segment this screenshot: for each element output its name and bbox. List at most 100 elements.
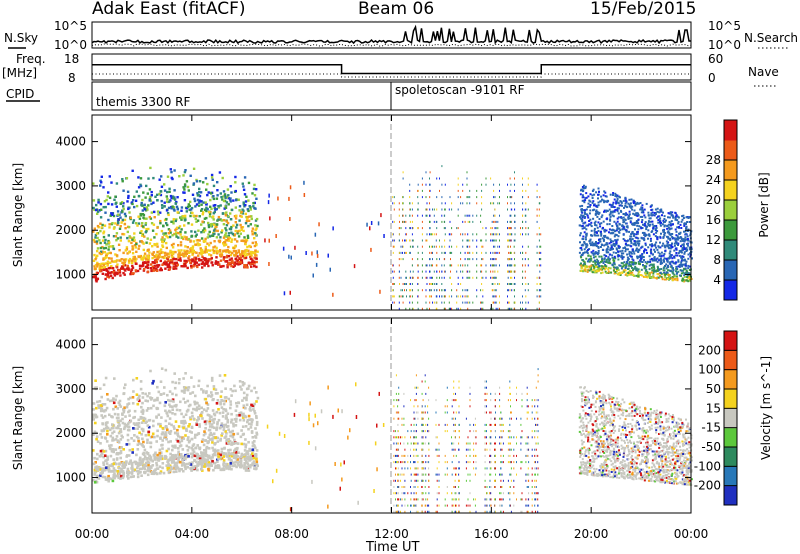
data-cell — [411, 258, 413, 261]
data-cell — [118, 271, 122, 274]
data-cell — [640, 246, 643, 249]
data-cell — [464, 251, 466, 254]
data-cell — [669, 212, 672, 215]
data-cell — [590, 221, 593, 224]
data-cell — [616, 199, 619, 202]
data-cell — [242, 201, 245, 204]
data-cell — [467, 245, 469, 248]
data-cell — [154, 451, 157, 455]
data-cell — [680, 274, 682, 277]
data-cell — [95, 242, 99, 245]
data-cell — [158, 465, 162, 468]
data-cell — [444, 270, 446, 273]
data-cell — [137, 418, 140, 422]
data-cell — [166, 212, 170, 215]
data-cell — [609, 238, 612, 241]
data-cell — [243, 264, 246, 267]
data-cell — [480, 270, 482, 273]
data-cell — [514, 189, 515, 192]
data-cell — [170, 205, 173, 209]
data-cell — [495, 227, 497, 230]
data-cell — [219, 253, 222, 256]
data-cell — [581, 194, 584, 197]
data-cell — [687, 280, 690, 283]
data-cell — [499, 202, 500, 205]
data-cell — [610, 240, 613, 242]
data-cell — [472, 301, 474, 304]
data-cell — [118, 472, 121, 475]
data-cell — [197, 194, 201, 197]
data-cell — [121, 180, 124, 183]
data-cell — [227, 237, 230, 241]
data-cell — [638, 249, 641, 252]
data-cell — [670, 244, 673, 247]
data-cell — [219, 236, 222, 239]
data-cell — [608, 208, 611, 211]
data-cell — [225, 438, 229, 441]
data-cell — [650, 214, 653, 217]
data-cell — [643, 250, 645, 253]
data-cell — [527, 301, 529, 304]
nave-trace — [92, 73, 691, 78]
data-cell — [582, 260, 585, 263]
data-cell — [417, 258, 419, 261]
data-cell — [433, 208, 435, 211]
data-cell — [221, 229, 224, 232]
data-cell — [444, 245, 446, 248]
data-cell — [139, 387, 143, 391]
data-cell — [637, 275, 640, 278]
data-cell — [522, 189, 524, 192]
data-cell — [436, 264, 438, 267]
data-cell — [637, 244, 640, 247]
data-cell — [161, 244, 164, 247]
data-cell — [522, 258, 524, 261]
data-cell — [581, 259, 584, 261]
data-cell — [495, 239, 497, 242]
data-cell — [590, 229, 593, 232]
data-cell — [510, 245, 511, 248]
data-cell — [613, 243, 616, 245]
data-cell — [668, 216, 671, 219]
data-cell — [629, 202, 632, 205]
data-cell — [136, 269, 140, 273]
data-cell — [607, 245, 610, 248]
data-cell — [522, 301, 523, 304]
data-cell — [603, 228, 606, 231]
data-cell — [168, 390, 172, 393]
data-cell — [204, 451, 208, 454]
data-cell — [441, 165, 443, 168]
data-cell — [481, 189, 483, 192]
data-cell — [180, 206, 184, 209]
data-cell — [208, 253, 211, 256]
data-cell — [196, 192, 199, 195]
data-cell — [207, 191, 210, 194]
data-cell — [405, 276, 407, 279]
data-cell — [256, 250, 259, 253]
data-cell — [642, 237, 644, 240]
data-cell — [601, 244, 603, 246]
data-cell — [619, 196, 621, 199]
data-cell — [540, 264, 542, 267]
data-cell — [481, 245, 483, 248]
velocity-data — [92, 367, 693, 513]
data-cell — [241, 255, 245, 258]
data-cell — [508, 301, 510, 304]
data-cell — [589, 209, 592, 212]
data-cell — [402, 214, 404, 217]
data-cell — [609, 219, 612, 222]
data-cell — [130, 259, 134, 263]
data-cell — [421, 227, 423, 230]
data-cell — [102, 206, 105, 209]
data-cell — [136, 448, 140, 451]
data-cell — [604, 191, 607, 194]
data-cell — [639, 260, 642, 263]
data-cell — [686, 243, 689, 245]
data-cell — [688, 248, 691, 251]
power-data — [92, 165, 693, 310]
data-cell — [123, 406, 126, 409]
data-cell — [581, 211, 584, 214]
data-cell — [102, 455, 105, 459]
data-cell — [585, 196, 588, 199]
data-cell — [430, 283, 432, 285]
data-cell — [186, 449, 190, 452]
